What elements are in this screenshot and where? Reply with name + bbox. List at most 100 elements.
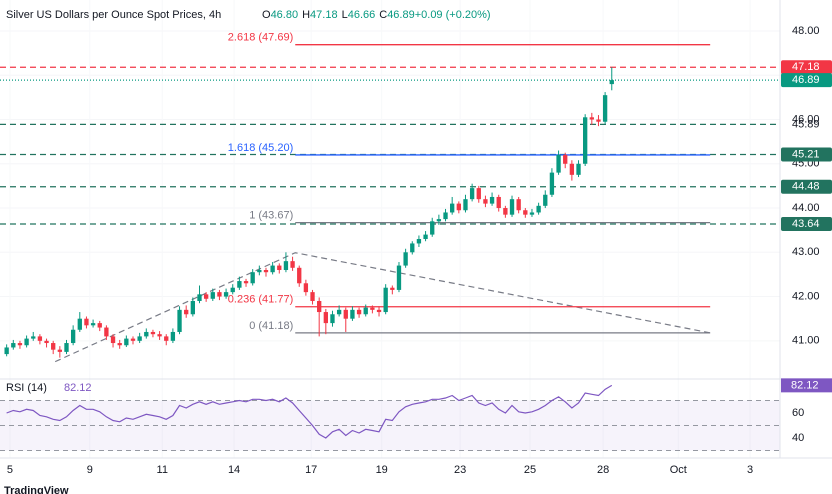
candle-body: [430, 221, 435, 235]
candle-body: [489, 196, 495, 204]
quote-value: 46.80: [271, 9, 299, 21]
candle-body: [24, 338, 29, 346]
quote-label: O: [262, 9, 271, 21]
rsi-tick-label: 40: [792, 432, 804, 444]
candle-body: [549, 172, 555, 195]
candle-body: [223, 292, 229, 297]
candle-body: [257, 270, 262, 273]
candle-body: [330, 314, 335, 324]
candle-body: [150, 331, 156, 335]
candle-body: [197, 294, 202, 301]
candle-body: [596, 119, 601, 122]
y-tick-label: 44.00: [792, 202, 820, 214]
price-level-box: [781, 147, 832, 162]
candle-body: [516, 199, 521, 211]
y-tick-label: 46.00: [792, 113, 820, 125]
candle-body: [410, 243, 415, 253]
candle-body: [317, 300, 322, 313]
candle-body: [283, 261, 289, 270]
candle-body: [31, 336, 36, 339]
candle-body: [602, 95, 608, 122]
quote-label: C: [379, 9, 387, 21]
candle-body: [37, 336, 43, 341]
candle-body: [463, 199, 468, 211]
candle-body: [343, 309, 348, 319]
quote-label: L: [342, 9, 348, 21]
candle-body: [303, 283, 309, 293]
rsi-name: RSI (14): [6, 382, 47, 394]
fib-label: 0.236 (41.77): [228, 294, 293, 306]
footer-logo: TradingView: [4, 485, 69, 494]
candle-body: [583, 117, 588, 164]
candle-body: [64, 343, 69, 352]
x-tick-label: 25: [524, 464, 536, 476]
candle-body: [243, 281, 249, 284]
candle-body: [356, 309, 362, 315]
candle-body: [270, 265, 275, 273]
candle-body: [97, 323, 102, 328]
candle-body: [250, 272, 255, 284]
candle-body: [556, 154, 561, 173]
candle-body: [336, 309, 342, 315]
candle-body: [423, 234, 428, 240]
overlay: 41.0042.0043.0044.0045.0046.0047.0048.00…: [7, 25, 832, 476]
candle-body: [130, 338, 136, 341]
candle-body: [124, 338, 129, 346]
candle-body: [297, 267, 302, 284]
candle-body: [104, 327, 109, 337]
candle-body: [17, 343, 23, 346]
price-level-label: 44.48: [792, 181, 820, 193]
rsi-value-box-label: 82.12: [791, 379, 819, 391]
fib-label: 1.618 (45.20): [228, 142, 293, 154]
y-tick-label: 43.00: [792, 246, 820, 258]
candle-body: [144, 331, 149, 337]
x-tick-label: 14: [228, 464, 240, 476]
quote-value: 46.89: [387, 9, 415, 21]
candle-body: [4, 347, 9, 355]
candle-body: [263, 270, 269, 273]
x-tick-label: Oct: [670, 464, 687, 476]
candle-body: [237, 281, 242, 288]
candle-body: [177, 309, 182, 332]
candle-body: [290, 261, 295, 268]
fib-label: 2.618 (47.69): [228, 32, 293, 44]
price-level-label: 45.89: [792, 118, 820, 130]
y-tick-label: 42.00: [792, 290, 820, 302]
price-level-label: 47.18: [792, 61, 820, 73]
candle-body: [363, 307, 368, 315]
fib-label: 1 (43.67): [249, 210, 293, 222]
x-tick-label: 11: [157, 464, 168, 476]
chart-title: Silver US Dollars per Ounce Spot Prices,…: [6, 9, 221, 21]
price-level-label: 43.64: [792, 218, 820, 230]
rsi-value-box: [781, 378, 832, 393]
candle-body: [523, 210, 528, 215]
candle-body: [350, 309, 355, 319]
candle-body: [416, 239, 422, 244]
x-tick-label: 19: [376, 464, 388, 476]
candle-body: [77, 318, 82, 330]
x-tick-label: 3: [747, 464, 753, 476]
candle-body: [589, 117, 594, 120]
candle-body: [203, 294, 209, 299]
x-tick-label: 23: [454, 464, 466, 476]
candle-body: [476, 188, 481, 200]
rsi-value: 82.12: [64, 382, 92, 394]
candle-body: [323, 312, 328, 324]
candle-body: [210, 292, 215, 299]
candle-body: [536, 205, 541, 213]
price-level-box: [781, 216, 832, 231]
quote-label: H: [302, 9, 310, 21]
candle-body: [569, 163, 575, 175]
price-level-label: 46.89: [792, 74, 820, 86]
candle-body: [57, 349, 63, 352]
candle-body: [403, 252, 408, 266]
candle-body: [436, 219, 442, 222]
candle-body: [70, 329, 76, 344]
candle-body: [483, 199, 488, 204]
candle-body: [456, 203, 461, 211]
x-tick-label: 5: [7, 464, 13, 476]
candle-body: [230, 287, 235, 293]
candle-body: [469, 188, 475, 200]
rsi-line: [6, 384, 613, 439]
